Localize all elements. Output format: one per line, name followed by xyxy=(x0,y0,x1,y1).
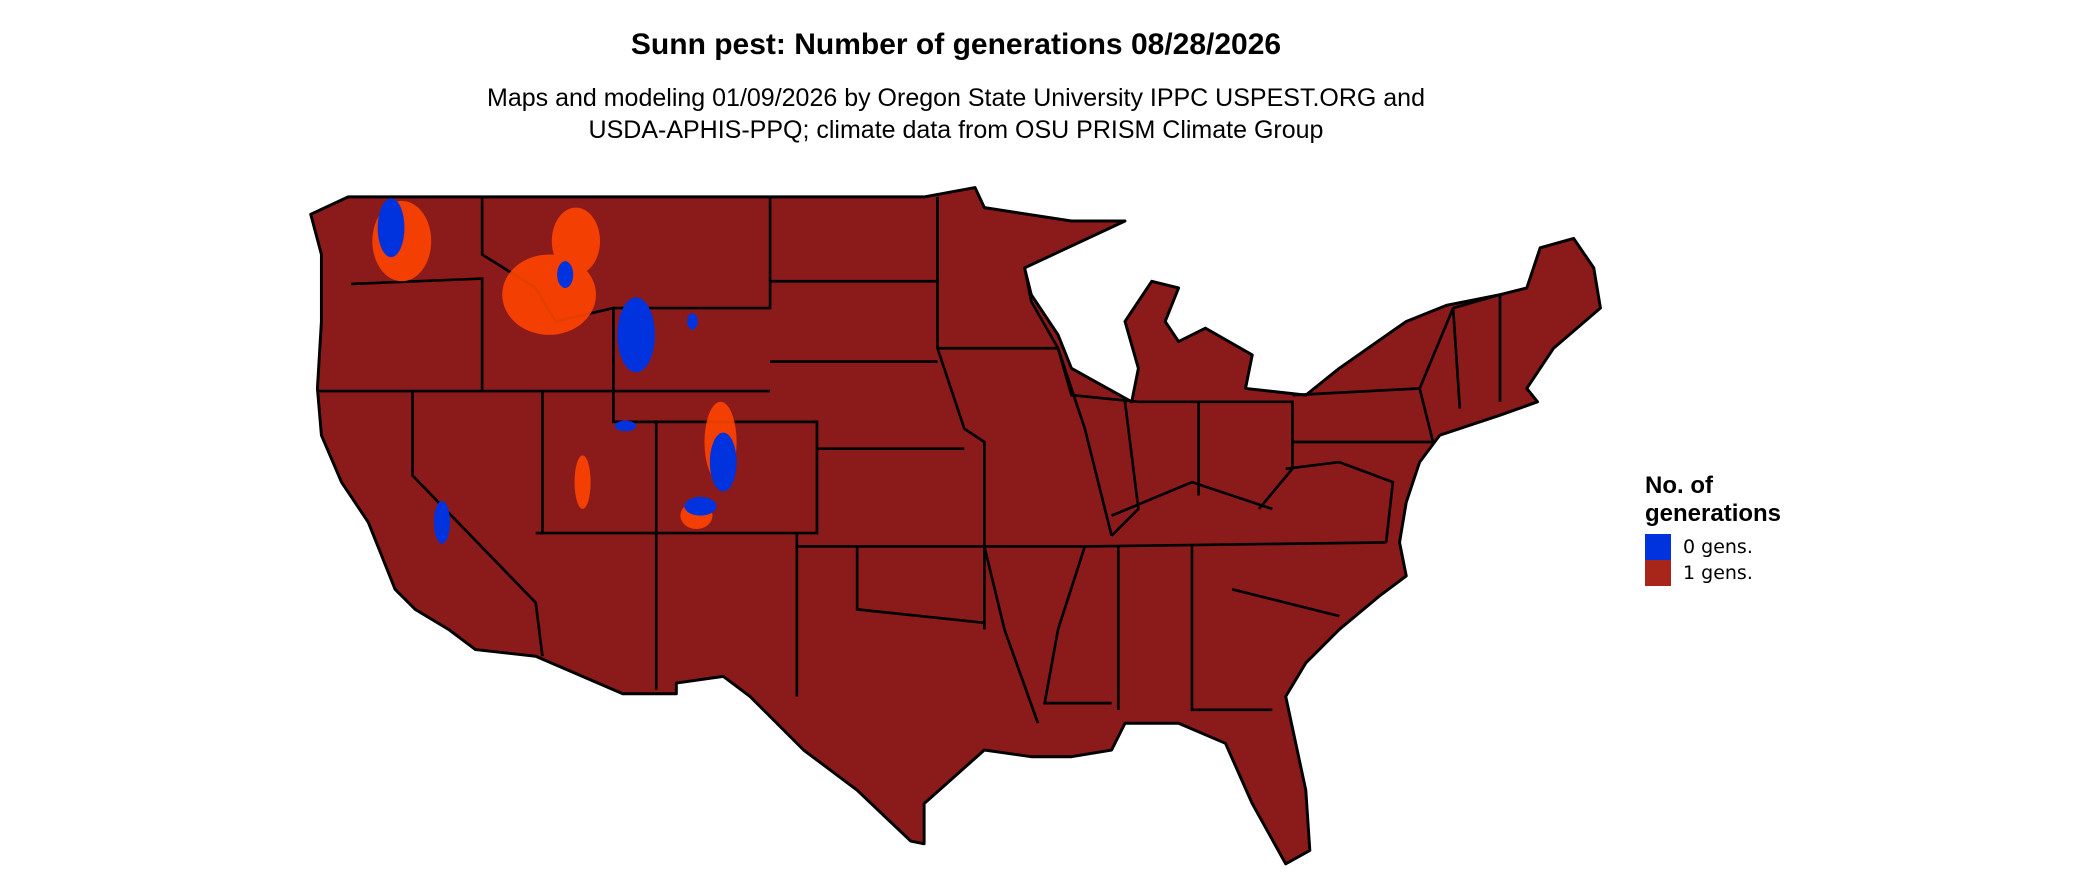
legend-swatch-red xyxy=(1645,560,1671,586)
legend-title-line1: No. of xyxy=(1645,472,1713,499)
legend-label: 1 gens. xyxy=(1683,562,1753,584)
legend-item-0-gens: 0 gens. xyxy=(1645,534,1781,560)
legend-swatch-blue xyxy=(1645,534,1671,560)
map-title: Sunn pest: Number of generations 08/28/2… xyxy=(630,28,1282,61)
legend-item-1-gens: 1 gens. xyxy=(1645,560,1781,586)
zero-generation-areas xyxy=(372,198,737,544)
legend: No. of generations 0 gens. 1 gens. xyxy=(1645,472,1781,586)
map-subtitle-line2: USDA-APHIS-PPQ; climate data from OSU PR… xyxy=(588,116,1324,144)
legend-title-line2: generations xyxy=(1645,500,1782,527)
map-subtitle-line1: Maps and modeling 01/09/2026 by Oregon S… xyxy=(487,84,1425,112)
legend-label: 0 gens. xyxy=(1683,536,1753,558)
